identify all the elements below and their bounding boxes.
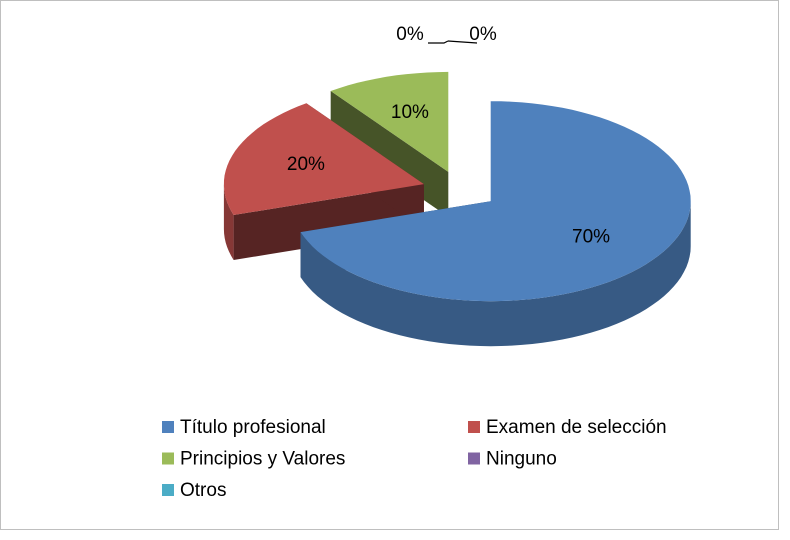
slice bbox=[330, 71, 449, 172]
slice-side bbox=[233, 184, 424, 260]
slice-wall bbox=[300, 201, 691, 347]
leader-line bbox=[447, 40, 478, 44]
legend-swatch bbox=[162, 421, 174, 433]
slice bbox=[223, 103, 424, 215]
legend-label: Principios y Valores bbox=[180, 449, 345, 470]
leader-line bbox=[428, 40, 449, 44]
legend-swatch bbox=[162, 484, 174, 496]
legend-label: Título profesional bbox=[180, 417, 326, 438]
legend-swatch bbox=[162, 452, 174, 465]
legend-label: Ninguno bbox=[486, 449, 557, 470]
slice bbox=[300, 101, 691, 302]
data-label: 10% bbox=[391, 102, 429, 123]
legend-swatch bbox=[468, 452, 480, 465]
data-label: 0% bbox=[469, 24, 497, 45]
data-label: 70% bbox=[572, 227, 610, 248]
legend-label: Examen de selección bbox=[486, 417, 667, 438]
slice-wall bbox=[223, 184, 234, 260]
legend-swatch bbox=[468, 421, 480, 433]
data-label: 20% bbox=[287, 154, 325, 175]
data-label: 0% bbox=[396, 24, 424, 45]
legend-label: Otros bbox=[180, 480, 226, 501]
